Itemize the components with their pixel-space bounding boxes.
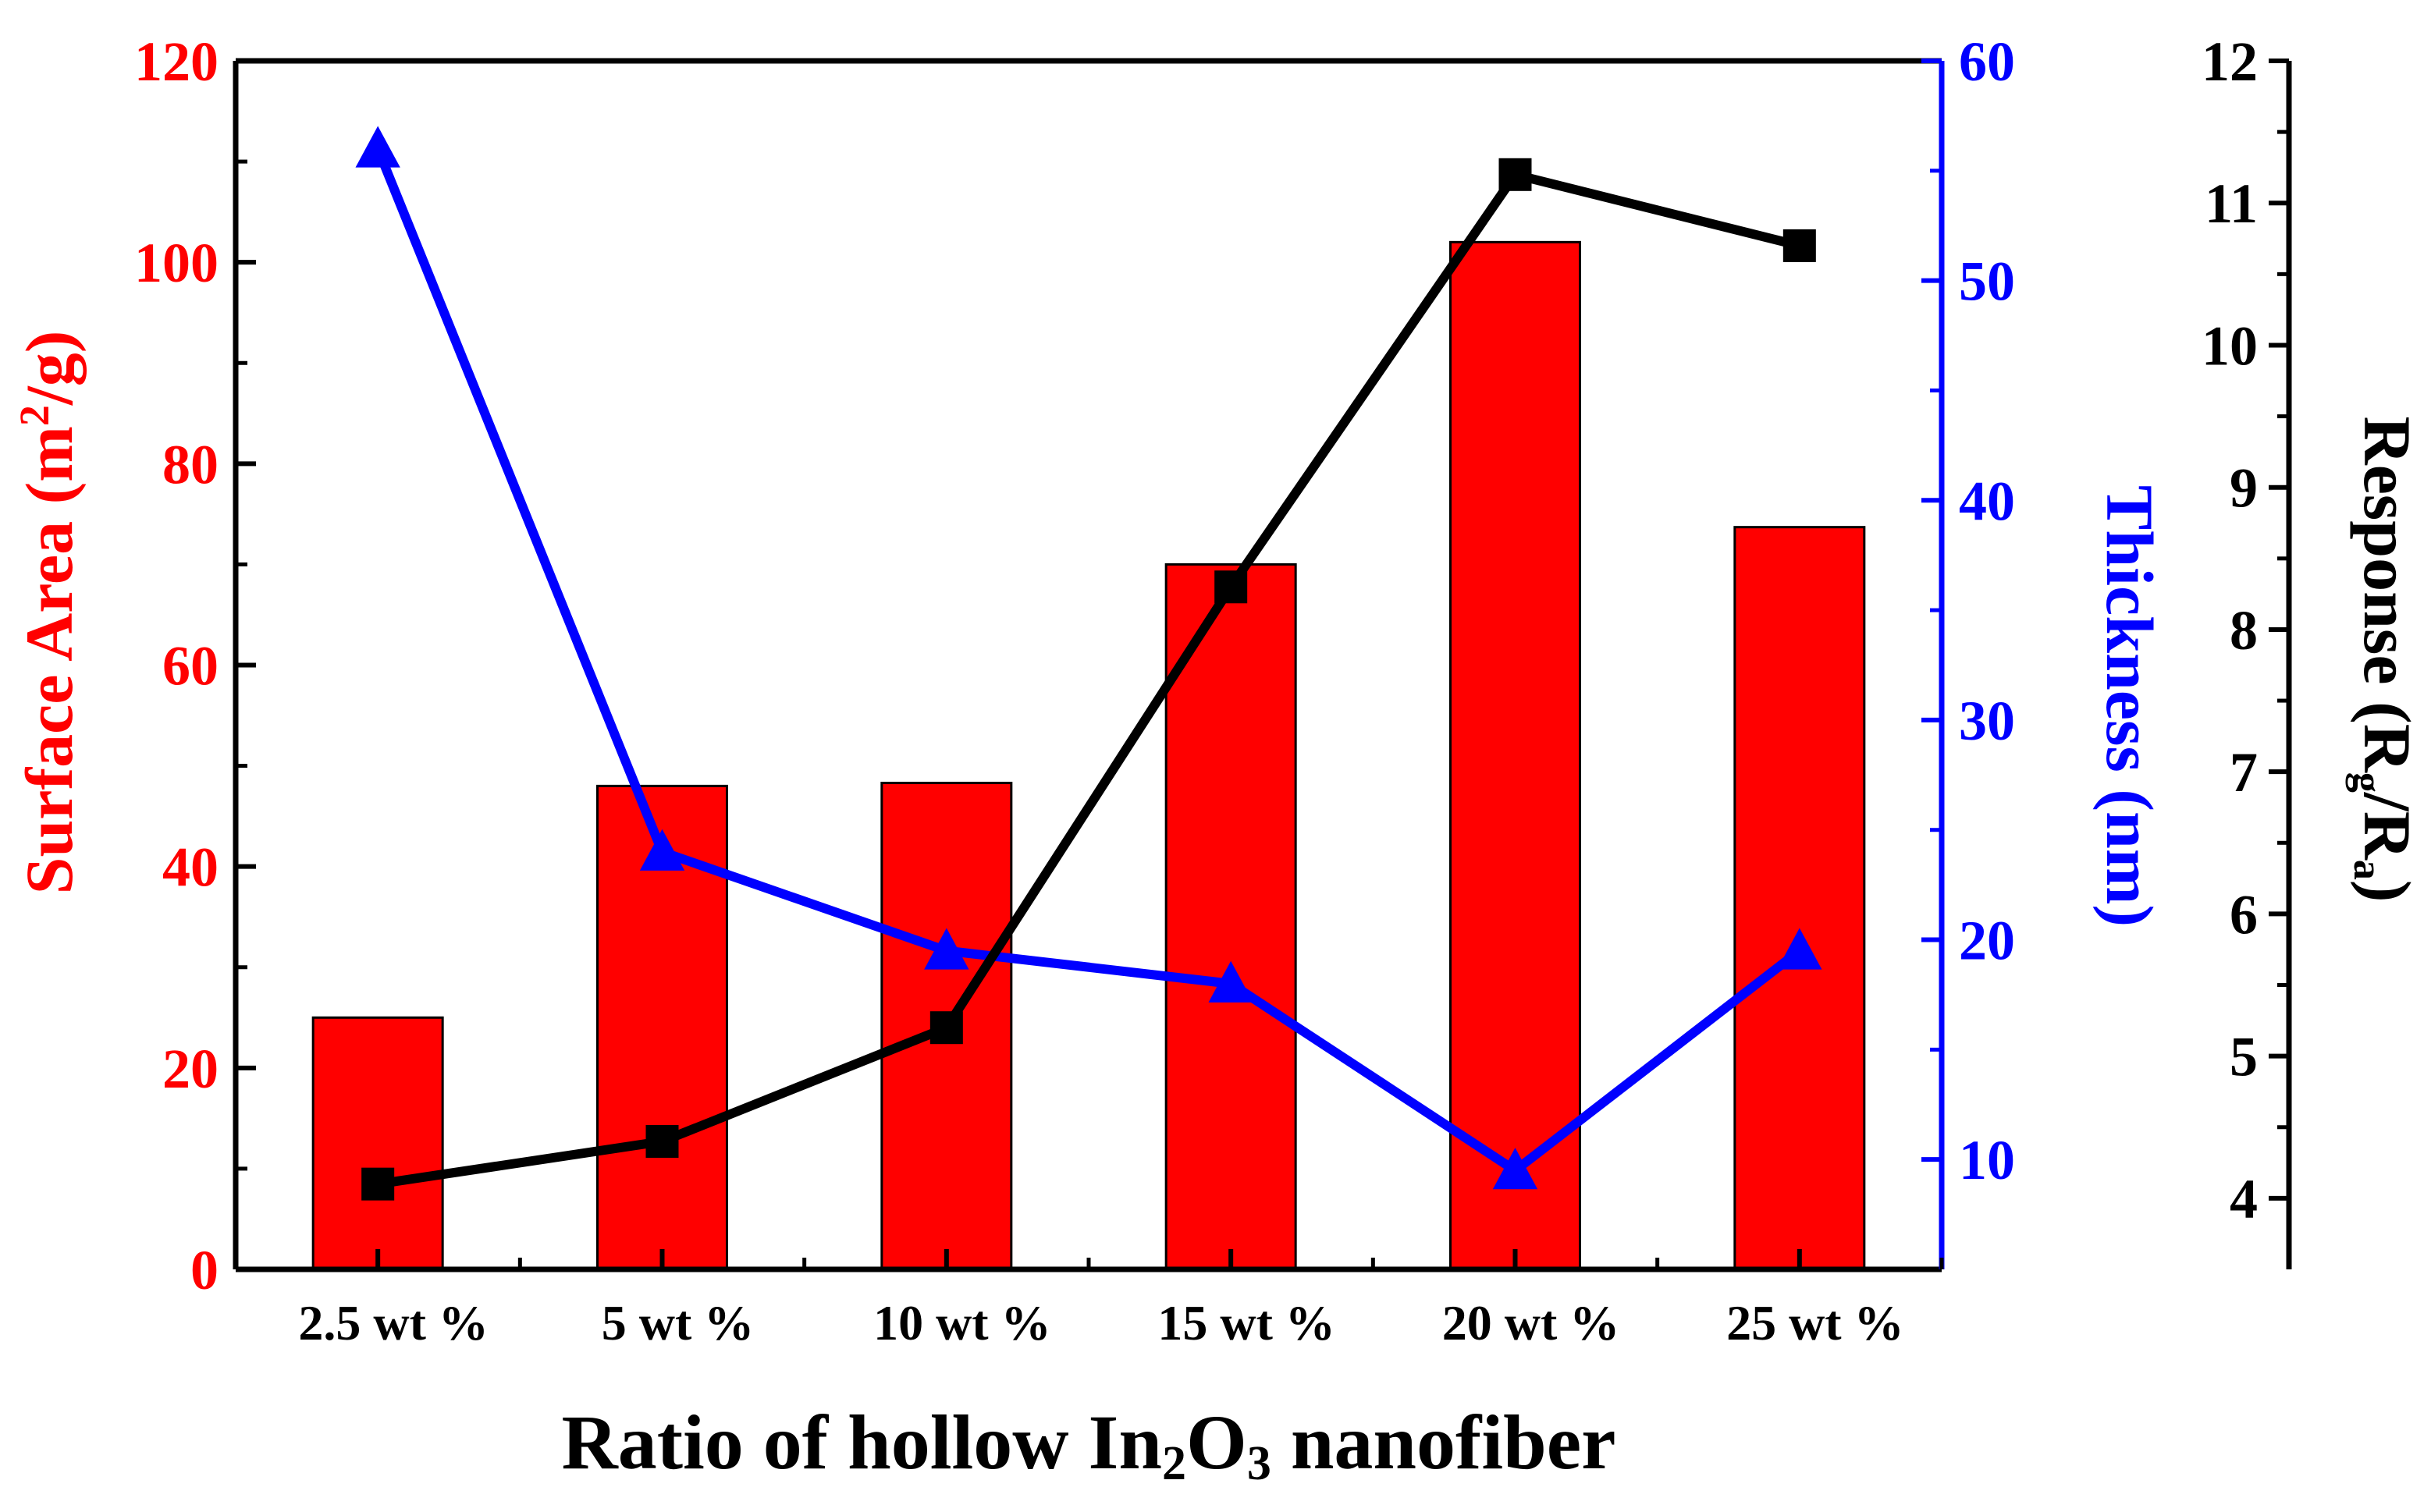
far-right-axis-tick-label: 6	[2230, 883, 2258, 946]
response-point	[1498, 158, 1532, 191]
far-right-axis-title: Response (Rg/Ra)	[2345, 417, 2425, 903]
left-axis-tick-label: 80	[162, 433, 219, 495]
x-axis-category-label: 20 wt %	[1442, 1295, 1620, 1351]
response-series-line	[377, 169, 1801, 1189]
thickness-point	[924, 928, 969, 970]
response-point	[645, 1124, 679, 1158]
x-axis-title-part: O	[1186, 1399, 1247, 1485]
right-axis-tick-label: 60	[1959, 30, 2015, 93]
far-right-axis-title-part: )	[2350, 880, 2425, 903]
right-axis-tick-label: 50	[1959, 250, 2015, 313]
thickness-series-line	[373, 147, 1803, 1176]
lines-layer	[355, 126, 1822, 1201]
far-right-axis-tick-label: 7	[2230, 741, 2258, 804]
left-axis-title-part: 2	[11, 405, 58, 426]
thickness-point	[355, 126, 400, 168]
far-right-axis-title-part: a	[2345, 860, 2390, 880]
x-axis-category-label: 5 wt %	[602, 1295, 755, 1351]
thickness-point	[1492, 1148, 1538, 1190]
bars-layer	[311, 240, 1866, 1271]
left-axis-tick-label: 0	[190, 1239, 219, 1301]
x-axis-category-label: 15 wt %	[1157, 1295, 1335, 1351]
left-axis-tick-label: 100	[134, 232, 219, 294]
response-point	[361, 1167, 395, 1201]
far-right-axis-title-part: /R	[2350, 792, 2425, 861]
far-right-axis-title-part: Response (R	[2350, 417, 2425, 773]
thickness-point	[639, 829, 685, 871]
thickness-point	[1208, 960, 1253, 1003]
far-right-axis-tick-label: 4	[2230, 1168, 2258, 1230]
far-right-axis-title-part: g	[2345, 772, 2390, 793]
x-axis-title-part: nanofiber	[1271, 1399, 1616, 1485]
far-right-axis-tick-label: 10	[2202, 314, 2258, 377]
labels-layer: 0 20 40 60 80 100 120 10 20 30 40 50 60 4 5 6 7 8 9 10 11 12 2…	[11, 30, 2425, 1490]
response-point	[1782, 229, 1816, 262]
response-point	[1214, 570, 1248, 604]
far-right-axis-tick-label: 9	[2230, 457, 2258, 520]
right-axis-tick-label: 10	[1959, 1129, 2015, 1191]
axes-layer	[233, 58, 2292, 1272]
x-axis-category-label: 2.5 wt %	[298, 1295, 489, 1351]
surface-area-bar	[1449, 240, 1581, 1271]
left-axis-tick-label: 60	[162, 635, 219, 697]
x-axis-title-part: 2	[1162, 1437, 1186, 1490]
x-axis-title-part: Ratio of hollow In	[561, 1399, 1162, 1485]
far-right-axis-tick-label: 8	[2230, 599, 2258, 662]
surface-area-bar	[311, 1016, 444, 1271]
right-axis-tick-label: 30	[1959, 690, 2015, 752]
surface-area-bar	[1733, 526, 1866, 1271]
right-axis-title: Thickness (nm)	[2092, 485, 2167, 927]
surface-area-bar	[1164, 563, 1297, 1271]
left-axis-tick-label: 120	[134, 30, 219, 93]
left-axis-tick-label: 20	[162, 1038, 219, 1100]
x-axis-category-label: 10 wt %	[873, 1295, 1051, 1351]
far-right-axis-tick-label: 12	[2202, 30, 2258, 93]
response-point	[929, 1011, 963, 1045]
x-axis-title: Ratio of hollow In2O3 nanofiber	[561, 1399, 1615, 1490]
left-axis-tick-label: 40	[162, 836, 219, 899]
x-axis-category-label: 25 wt %	[1726, 1295, 1904, 1351]
x-axis-title-part: 3	[1247, 1437, 1271, 1490]
right-axis-tick-label: 40	[1959, 470, 2015, 532]
far-right-axis-tick-label: 11	[2205, 172, 2258, 235]
far-right-axis-tick-label: 5	[2230, 1026, 2258, 1088]
left-axis-title: Surface Area (m2/g)	[11, 331, 87, 895]
left-axis-title-part: Surface Area (m	[12, 426, 87, 894]
left-axis-title-part: /g)	[12, 331, 87, 406]
right-axis-tick-label: 20	[1959, 910, 2015, 972]
thickness-point	[1777, 928, 1822, 970]
